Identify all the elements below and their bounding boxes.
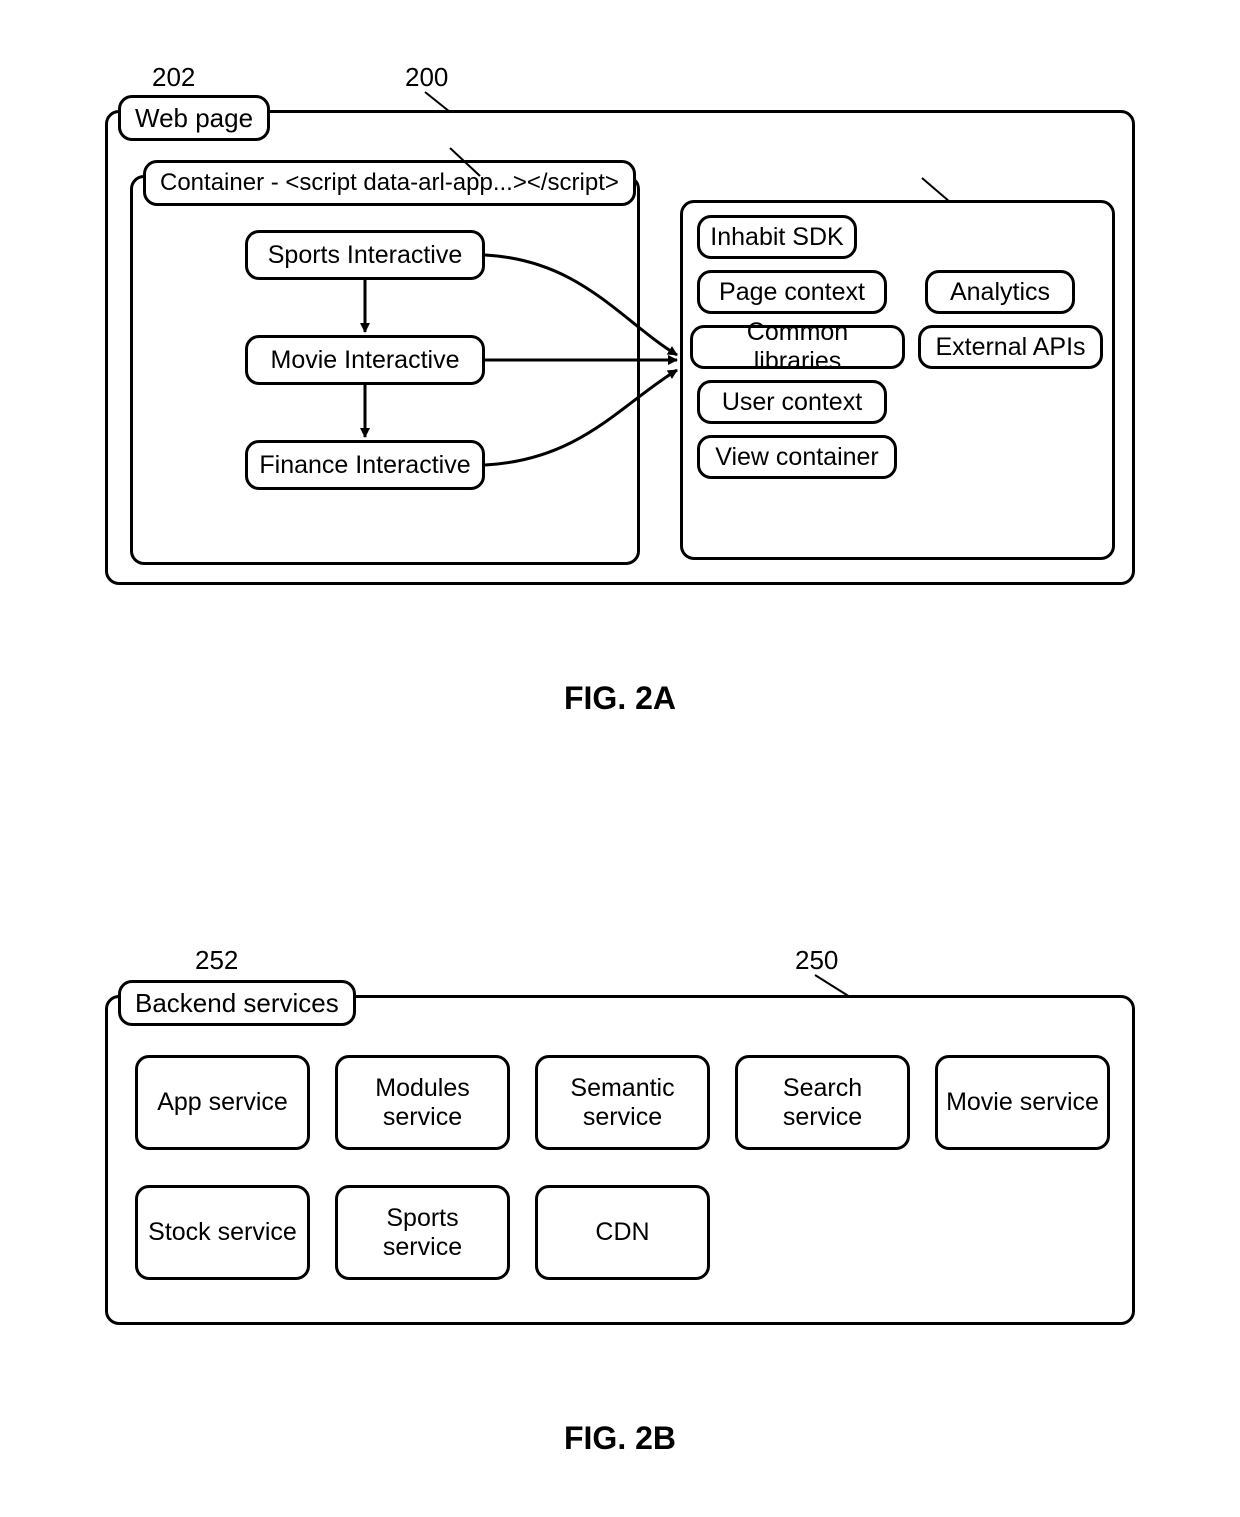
fig2b-caption: FIG. 2B: [0, 1420, 1240, 1457]
svc-app: App service: [135, 1055, 310, 1150]
ref-252: 252: [195, 945, 238, 976]
ref-202: 202: [152, 62, 195, 93]
svc-stock: Stock service: [135, 1185, 310, 1280]
svc-modules: Modules service: [335, 1055, 510, 1150]
movie-interactive: Movie Interactive: [245, 335, 485, 385]
sdk-page-context: Page context: [697, 270, 887, 314]
fig2a-caption: FIG. 2A: [0, 680, 1240, 717]
svc-cdn: CDN: [535, 1185, 710, 1280]
page: 200 202 204 206 Web page Container - <sc…: [0, 0, 1240, 1517]
fig2a-tab: Web page: [118, 95, 270, 141]
fig2a-container-tab: Container - <script data-arl-app...></sc…: [143, 160, 636, 206]
sdk-title: Inhabit SDK: [697, 215, 857, 259]
fig2a-tab-label: Web page: [135, 103, 253, 134]
svc-semantic: Semantic service: [535, 1055, 710, 1150]
sdk-view-container: View container: [697, 435, 897, 479]
fig2b-tab: Backend services: [118, 980, 356, 1026]
sdk-external-apis: External APIs: [918, 325, 1103, 369]
sdk-user-context: User context: [697, 380, 887, 424]
ref-250: 250: [795, 945, 838, 976]
fig2a-container-label: Container - <script data-arl-app...></sc…: [160, 169, 619, 197]
ref-200: 200: [405, 62, 448, 93]
fig2b-tab-label: Backend services: [135, 988, 339, 1019]
finance-interactive: Finance Interactive: [245, 440, 485, 490]
svc-search: Search service: [735, 1055, 910, 1150]
sdk-analytics: Analytics: [925, 270, 1075, 314]
svc-movie: Movie service: [935, 1055, 1110, 1150]
sports-interactive: Sports Interactive: [245, 230, 485, 280]
svc-sports: Sports service: [335, 1185, 510, 1280]
sdk-common-libraries: Common libraries: [690, 325, 905, 369]
